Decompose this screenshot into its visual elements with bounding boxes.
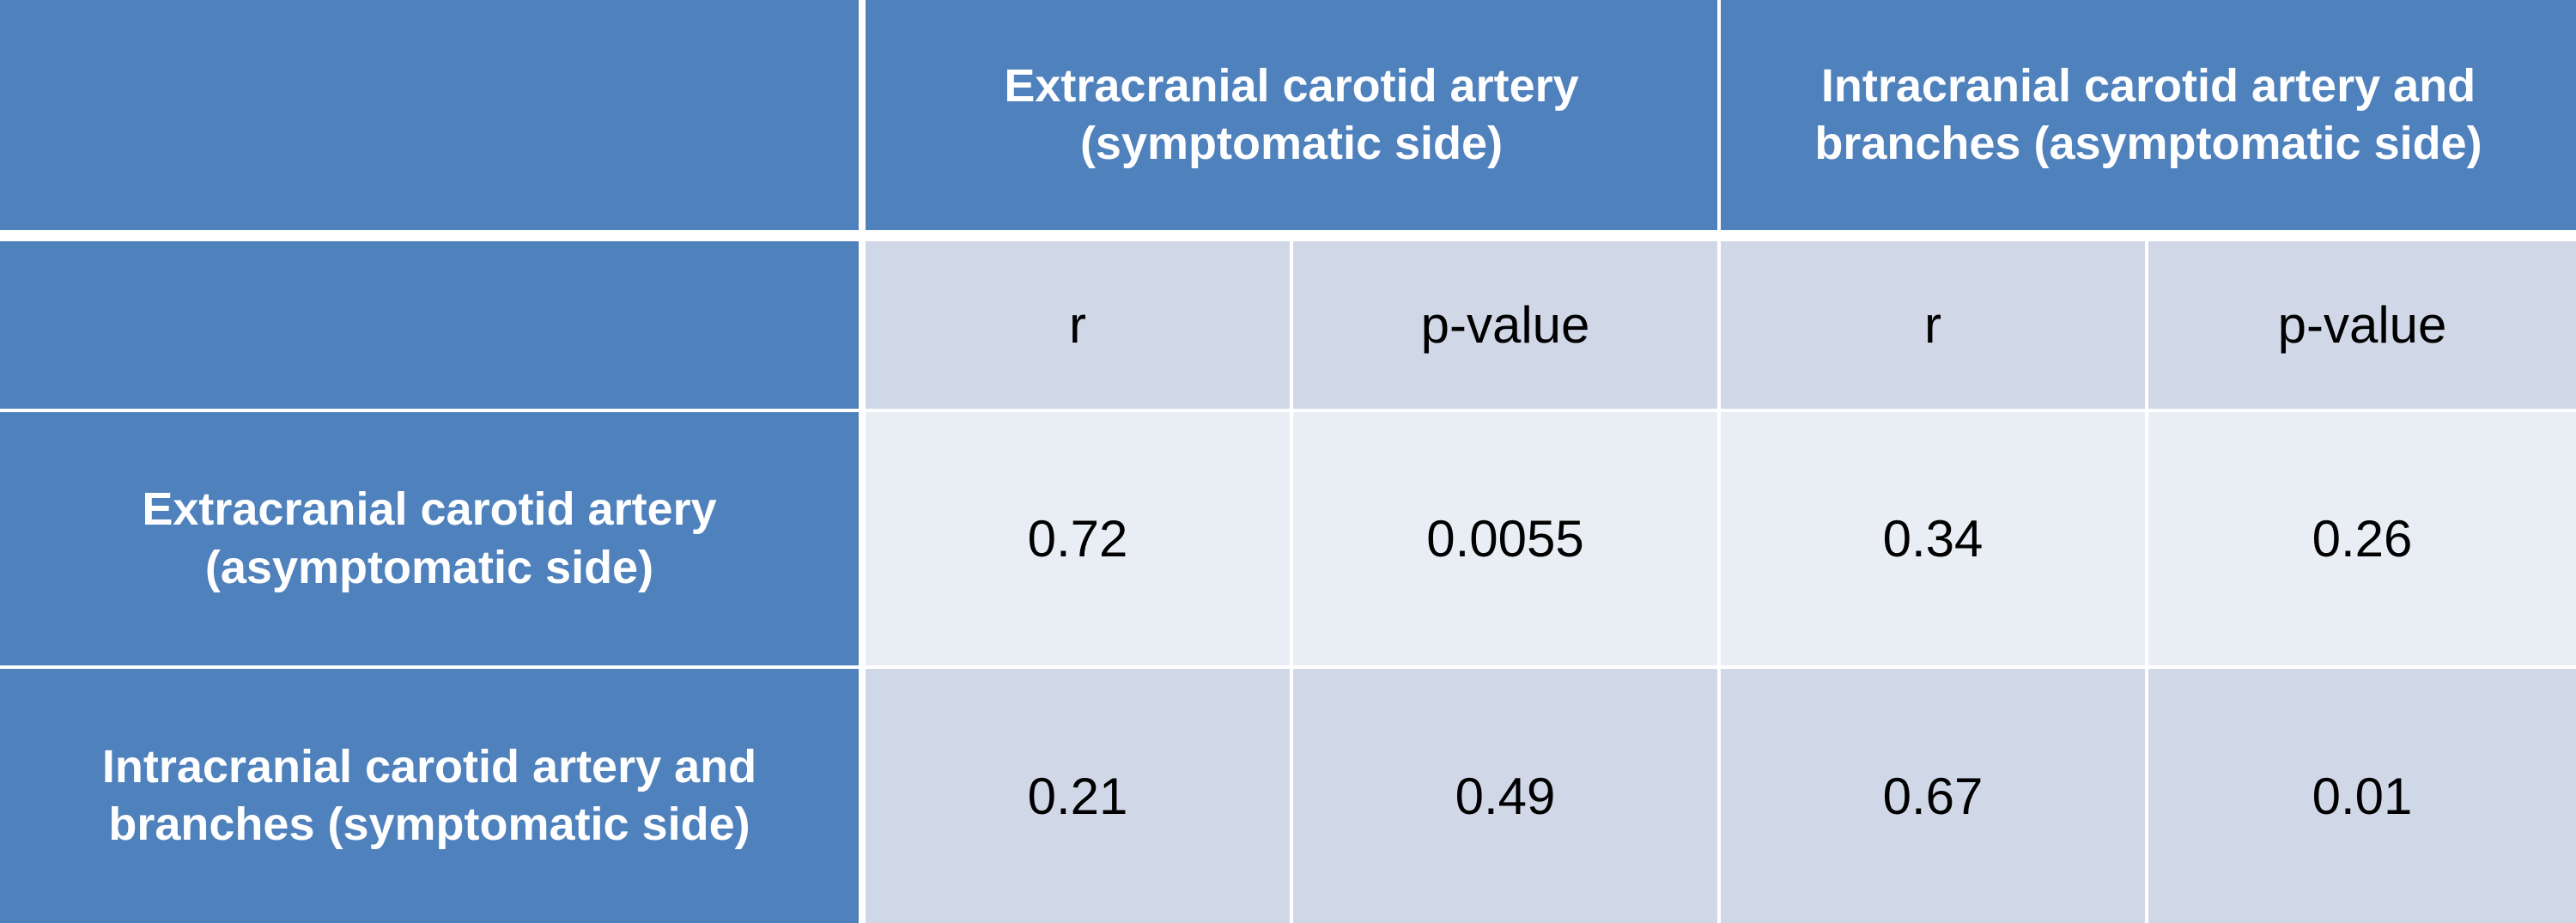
subheader: r: [866, 241, 1290, 409]
value-cell: 0.01: [2148, 669, 2576, 923]
value-cell: 0.49: [1293, 669, 1717, 923]
value-cell: 0.26: [2148, 412, 2576, 665]
row-label: Extracranial carotid artery (asymptomati…: [0, 412, 859, 665]
row-label: Intracranial carotid artery and branches…: [0, 669, 859, 923]
subheader: p-value: [1293, 241, 1717, 409]
value-cell: 0.21: [866, 669, 1290, 923]
value-cell: 0.0055: [1293, 412, 1717, 665]
column-group-header: Intracranial carotid artery and branches…: [1721, 0, 2576, 230]
subheader: r: [1721, 241, 2145, 409]
value-cell: 0.72: [866, 412, 1290, 665]
column-group-header: Extracranial carotid artery (symptomatic…: [866, 0, 1717, 230]
subheader: p-value: [2148, 241, 2576, 409]
row-header-blank: [0, 241, 859, 409]
value-cell: 0.34: [1721, 412, 2145, 665]
corner-cell: [0, 0, 859, 230]
value-cell: 0.67: [1721, 669, 2145, 923]
